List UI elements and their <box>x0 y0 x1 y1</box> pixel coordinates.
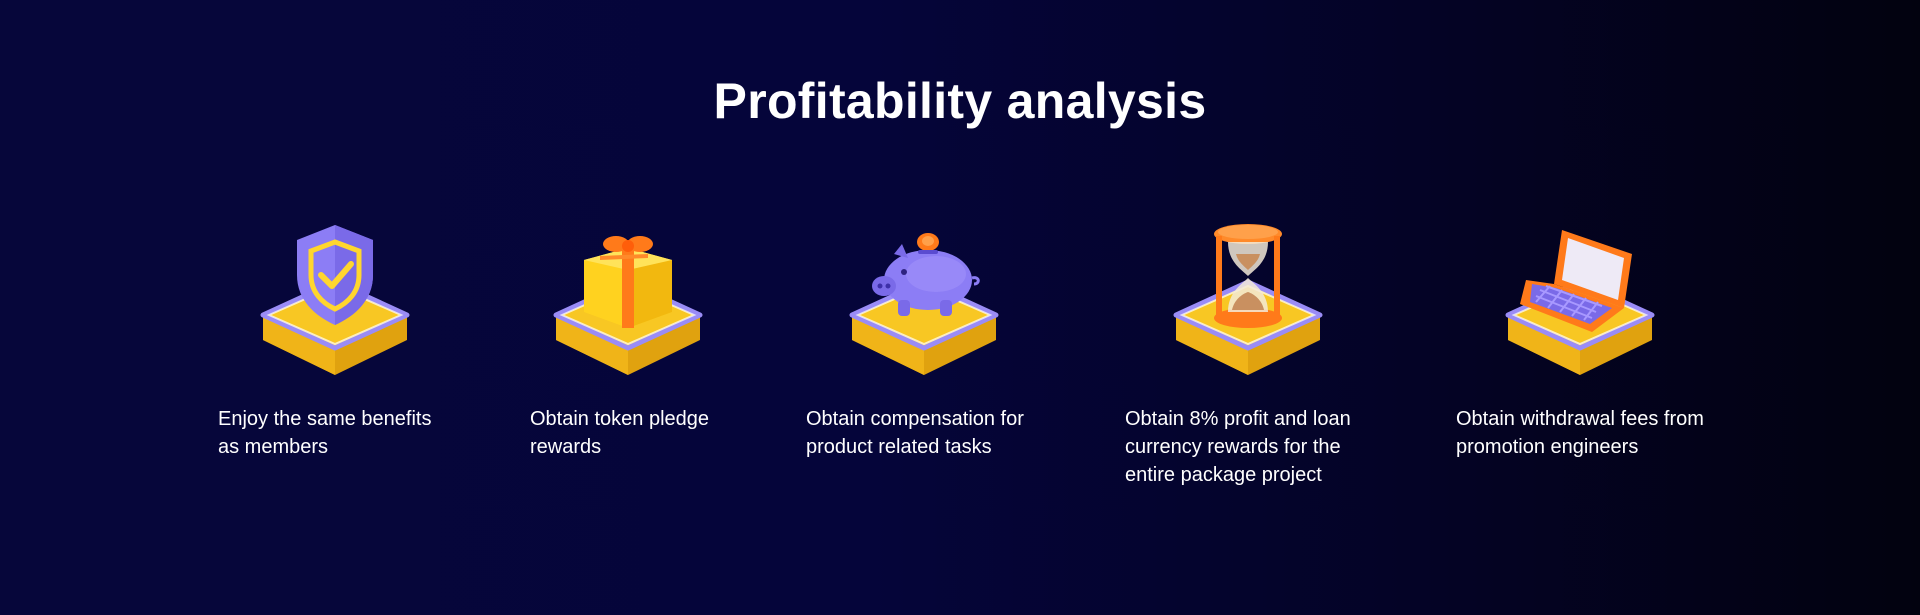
hourglass-icon <box>1168 220 1328 385</box>
gift-box-icon <box>548 220 708 385</box>
feature-text: Obtain withdrawal fees from promotion en… <box>1456 408 1704 458</box>
feature-text: Enjoy the same benefits as members <box>218 408 432 458</box>
page-title: Profitability analysis <box>713 73 1207 129</box>
feature-text: Obtain token pledge rewards <box>530 408 710 458</box>
shield-check-icon <box>255 220 415 385</box>
laptop-icon <box>1500 220 1660 385</box>
feature-text: Obtain 8% profit and loan currency rewar… <box>1125 408 1351 486</box>
piggy-bank-icon <box>844 220 1004 385</box>
feature-text: Obtain compensation for product related … <box>806 408 1024 458</box>
